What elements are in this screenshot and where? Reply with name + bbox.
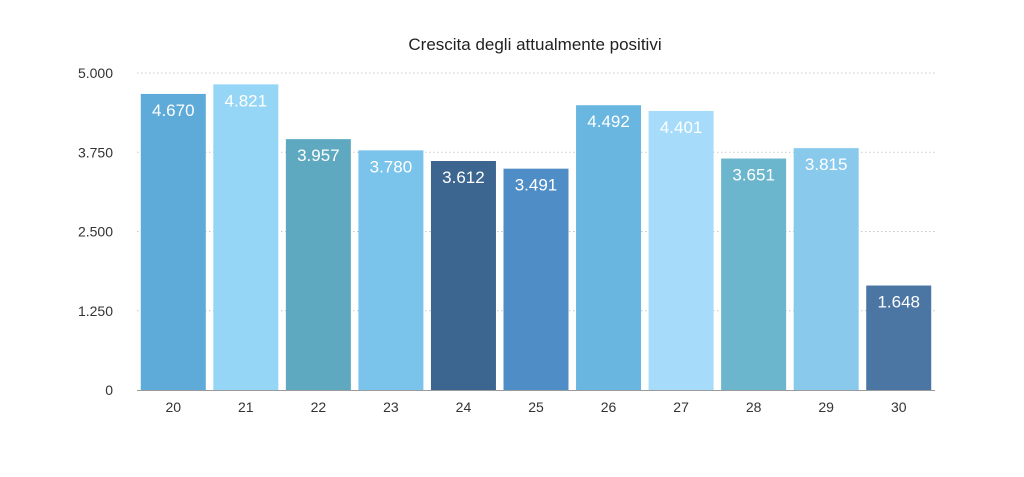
x-tick-label: 30: [891, 399, 907, 415]
y-tick-label: 0: [105, 382, 113, 398]
bar: [576, 105, 642, 390]
data-label: 4.401: [660, 118, 703, 137]
data-label: 3.815: [805, 155, 848, 174]
bar: [140, 93, 206, 390]
data-label: 3.957: [297, 146, 340, 165]
y-tick-label: 5.000: [78, 65, 113, 81]
data-label: 4.670: [152, 101, 195, 120]
bar: [358, 150, 424, 390]
bar: [430, 160, 496, 390]
bar: [648, 110, 714, 391]
bar: [503, 168, 569, 390]
data-label: 3.612: [442, 168, 485, 187]
data-label: 1.648: [877, 293, 920, 312]
data-label: 3.780: [370, 157, 413, 176]
data-label: 4.821: [225, 91, 268, 110]
y-tick-label: 3.750: [78, 144, 113, 160]
bar: [866, 285, 932, 390]
data-label: 4.492: [587, 112, 630, 131]
x-tick-label: 25: [528, 399, 544, 415]
chart-title: Crescita degli attualmente positivi: [408, 35, 661, 54]
x-tick-label: 27: [673, 399, 689, 415]
bar: [721, 158, 787, 390]
x-tick-label: 21: [238, 399, 254, 415]
x-tick-label: 20: [165, 399, 181, 415]
x-tick-label: 26: [601, 399, 617, 415]
data-label: 3.651: [732, 166, 775, 185]
bar: [285, 139, 351, 390]
y-tick-label: 1.250: [78, 303, 113, 319]
x-tick-label: 24: [456, 399, 472, 415]
x-tick-label: 28: [746, 399, 762, 415]
bars: 4.670 4.821 3.957 3.780 3.612 3.491 4.492 4.401…: [140, 84, 932, 391]
x-tick-label: 23: [383, 399, 399, 415]
y-axis-tick-labels: 0 1.250 2.500 3.750 5.000: [78, 65, 113, 398]
x-axis-tick-labels: 20 21 22 23 24 25 26 27 28 29 30: [165, 399, 906, 415]
y-tick-label: 2.500: [78, 224, 113, 240]
bar: [213, 84, 279, 390]
data-label: 3.491: [515, 176, 558, 195]
bar: [793, 148, 859, 390]
x-tick-label: 22: [311, 399, 327, 415]
x-tick-label: 29: [818, 399, 834, 415]
